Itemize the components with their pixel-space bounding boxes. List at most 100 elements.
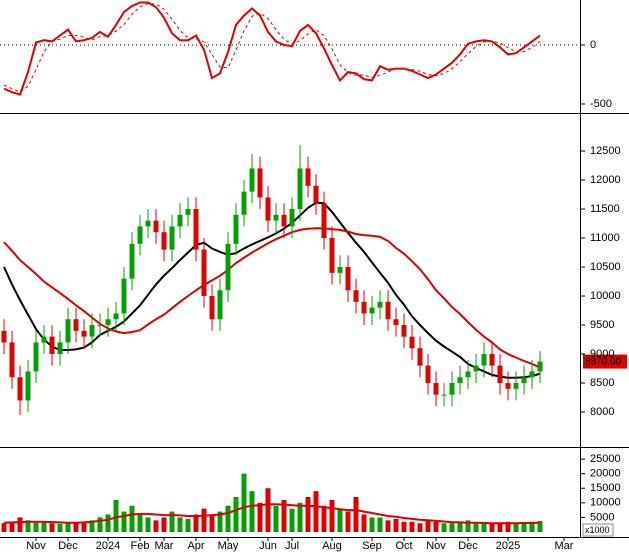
candle-body bbox=[137, 226, 143, 244]
candle-body bbox=[305, 168, 311, 186]
volume-bar bbox=[137, 514, 143, 532]
candle-body bbox=[329, 238, 335, 273]
candle-body bbox=[225, 243, 231, 291]
candle-body bbox=[113, 313, 119, 320]
candle-body bbox=[209, 296, 215, 320]
candle-body bbox=[33, 342, 39, 372]
candle-body bbox=[169, 226, 175, 250]
volume-bar bbox=[449, 523, 455, 532]
candle-body bbox=[265, 197, 271, 221]
volume-bar bbox=[105, 514, 111, 532]
y-tick-label: 25000 bbox=[590, 453, 621, 465]
candle-body bbox=[353, 290, 359, 302]
volume-bar bbox=[241, 473, 247, 532]
candle-body bbox=[441, 394, 447, 396]
candle-body bbox=[281, 214, 287, 227]
candle-body bbox=[377, 301, 383, 308]
candle-body bbox=[361, 301, 367, 314]
y-tick-label: 8500 bbox=[590, 377, 614, 389]
candle-body bbox=[345, 267, 351, 291]
candle-body bbox=[201, 249, 207, 297]
x-tick-label: Jul bbox=[285, 540, 299, 552]
last-price-label: 8870.00 bbox=[585, 357, 622, 368]
volume-bar bbox=[201, 508, 207, 532]
candle-body bbox=[409, 336, 415, 349]
volume-bar bbox=[145, 517, 151, 532]
candle-body bbox=[337, 267, 343, 273]
volume-bar bbox=[337, 508, 343, 532]
volume-bar bbox=[33, 522, 39, 532]
y-tick-label: 10000 bbox=[590, 290, 621, 302]
candle-body bbox=[489, 354, 495, 366]
volume-bar bbox=[209, 514, 215, 532]
candle-body bbox=[369, 307, 375, 314]
candle-body bbox=[193, 209, 199, 250]
volume-bar bbox=[217, 511, 223, 532]
candle-body bbox=[473, 365, 479, 372]
candle-body bbox=[425, 365, 431, 384]
volume-bar bbox=[433, 521, 439, 532]
y-tick-label: -500 bbox=[590, 98, 612, 110]
candle-body bbox=[521, 377, 527, 384]
candle-body bbox=[105, 319, 111, 326]
volume-bar bbox=[193, 514, 199, 532]
x-tick-label: Jun bbox=[259, 540, 277, 552]
volume-bar bbox=[57, 523, 63, 532]
volume-bar bbox=[169, 511, 175, 532]
volume-bar bbox=[113, 499, 119, 532]
candle-body bbox=[433, 383, 439, 395]
volume-bar bbox=[425, 520, 431, 532]
candle-body bbox=[449, 383, 455, 395]
moving-average bbox=[3, 227, 541, 369]
volume-bar bbox=[265, 488, 271, 532]
candle-body bbox=[321, 203, 327, 239]
volume-bar bbox=[489, 523, 495, 532]
candle-body bbox=[49, 336, 55, 355]
volume-bar bbox=[73, 522, 79, 532]
volume-bar bbox=[1, 523, 7, 532]
volume-bar bbox=[505, 521, 511, 532]
x-tick-label: Nov bbox=[426, 540, 446, 552]
volume-bar bbox=[537, 520, 543, 532]
y-tick-label: 8000 bbox=[590, 406, 614, 418]
candle-body bbox=[57, 342, 63, 355]
y-tick-label: 12000 bbox=[590, 174, 621, 186]
x-tick-label: 2024 bbox=[96, 540, 120, 552]
y-tick-label: 20000 bbox=[590, 468, 621, 480]
candle-body bbox=[289, 209, 295, 227]
volume-bar bbox=[417, 523, 423, 532]
volume-bar bbox=[521, 522, 527, 532]
candle-body bbox=[465, 371, 471, 378]
x-tick-label: Mar bbox=[155, 540, 174, 552]
candle-body bbox=[241, 191, 247, 215]
candle-body bbox=[121, 278, 127, 314]
volume-bar bbox=[457, 522, 463, 532]
y-tick-label: 9500 bbox=[590, 319, 614, 331]
x-tick-label: Aug bbox=[322, 540, 342, 552]
last-price-box bbox=[583, 354, 627, 369]
candle-body bbox=[97, 325, 103, 327]
y-tick-label: 12500 bbox=[590, 145, 621, 157]
y-tick-label: 11000 bbox=[590, 232, 620, 244]
candle-body bbox=[481, 354, 487, 366]
candle-body bbox=[313, 185, 319, 204]
volume-bar bbox=[25, 520, 31, 532]
candle-body bbox=[505, 383, 511, 389]
candle-body bbox=[217, 290, 223, 320]
candle-body bbox=[249, 168, 255, 192]
volume-bar bbox=[345, 511, 351, 532]
candle-body bbox=[153, 220, 159, 233]
candle-body bbox=[41, 336, 47, 343]
volume-bar bbox=[153, 520, 159, 532]
oscillator-line bbox=[3, 1, 541, 96]
volume-bar bbox=[297, 502, 303, 532]
candle-body bbox=[145, 220, 151, 227]
candle-body bbox=[161, 232, 167, 250]
volume-bar bbox=[65, 523, 71, 532]
volume-bar bbox=[177, 517, 183, 532]
volume-bar bbox=[465, 520, 471, 532]
volume-bar bbox=[97, 517, 103, 532]
x-tick-label: Mar bbox=[555, 540, 574, 552]
volume-bar bbox=[497, 523, 503, 532]
